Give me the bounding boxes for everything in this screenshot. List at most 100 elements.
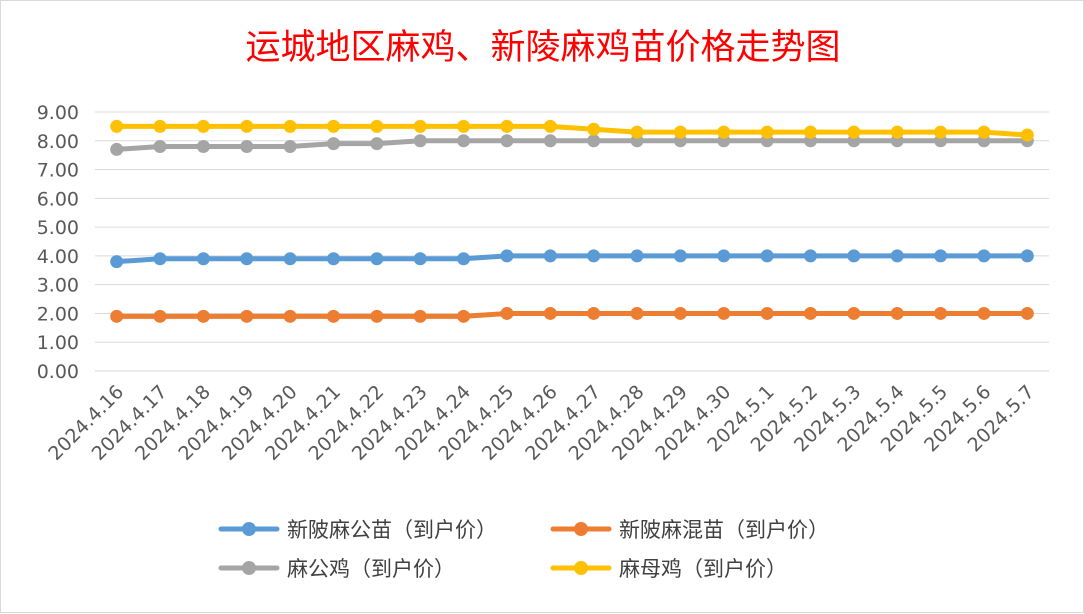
data-point xyxy=(153,252,167,266)
y-tick-label: 6.00 xyxy=(37,188,79,210)
data-point xyxy=(543,249,557,263)
series-0 xyxy=(110,249,1034,269)
data-point xyxy=(500,119,514,133)
data-point xyxy=(413,119,427,133)
data-point xyxy=(196,140,210,154)
data-point xyxy=(327,252,340,266)
data-point xyxy=(934,249,948,263)
data-point xyxy=(587,134,601,148)
data-point xyxy=(457,119,471,133)
data-point xyxy=(457,134,471,148)
data-point xyxy=(283,252,297,266)
y-tick-label: 3.00 xyxy=(37,275,79,297)
data-point xyxy=(196,119,210,133)
data-point xyxy=(847,249,861,263)
legend-marker xyxy=(242,522,256,536)
data-point xyxy=(804,249,817,263)
data-point xyxy=(587,122,601,136)
series-line xyxy=(114,123,1030,138)
data-point xyxy=(717,306,731,320)
data-point xyxy=(240,119,254,133)
data-point xyxy=(283,119,297,133)
data-point xyxy=(110,255,124,269)
data-point xyxy=(587,249,601,263)
data-point xyxy=(977,306,991,320)
data-point xyxy=(760,306,774,320)
data-point xyxy=(760,249,774,263)
data-point xyxy=(673,306,687,320)
data-point xyxy=(890,125,904,139)
data-point xyxy=(327,309,340,323)
data-point xyxy=(1020,128,1034,142)
y-tick-label: 1.00 xyxy=(37,332,79,354)
data-point xyxy=(370,309,384,323)
data-point xyxy=(717,125,731,139)
y-tick-label: 7.00 xyxy=(37,160,79,182)
data-point xyxy=(413,134,427,148)
data-point xyxy=(543,119,557,133)
data-point xyxy=(934,125,948,139)
data-point xyxy=(370,252,384,266)
chart-title: 运城地区麻鸡、新陵麻鸡苗价格走势图 xyxy=(245,28,840,68)
legend-label: 新陂麻混苗（到户价） xyxy=(619,518,829,542)
legend-item: 新陂麻公苗（到户价） xyxy=(218,518,497,542)
legend-marker xyxy=(574,522,588,536)
gridlines xyxy=(95,111,1049,372)
data-point xyxy=(457,309,471,323)
y-tick-label: 2.00 xyxy=(37,303,79,325)
y-axis-ticks: 0.00 1.00 2.00 3.00 4.00 5.00 6.00 7.00 8.00 9.00 xyxy=(37,102,79,383)
legend-label: 新陂麻公苗（到户价） xyxy=(287,518,497,542)
data-point xyxy=(240,252,254,266)
data-point xyxy=(630,306,644,320)
legend-label: 麻公鸡（到户价） xyxy=(287,557,455,581)
data-point xyxy=(1020,249,1034,263)
data-point xyxy=(196,252,210,266)
data-point xyxy=(673,125,687,139)
legend: 新陂麻公苗（到户价） 新陂麻混苗（到户价） 麻公鸡（到户价） 麻母鸡（到户价） xyxy=(218,518,829,581)
data-point xyxy=(630,125,644,139)
data-point xyxy=(804,306,817,320)
data-point xyxy=(890,249,904,263)
y-tick-label: 4.00 xyxy=(37,246,79,268)
series-1 xyxy=(110,306,1034,323)
y-tick-label: 5.00 xyxy=(37,217,79,239)
legend-marker xyxy=(574,561,588,575)
data-point xyxy=(457,252,471,266)
data-point xyxy=(153,119,167,133)
y-tick-label: 8.00 xyxy=(37,131,79,153)
data-point xyxy=(934,306,948,320)
data-point xyxy=(240,309,254,323)
data-point xyxy=(500,249,514,263)
data-point xyxy=(500,134,514,148)
data-point xyxy=(370,137,384,151)
legend-item: 麻母鸡（到户价） xyxy=(550,557,787,581)
data-point xyxy=(283,309,297,323)
data-point xyxy=(110,309,124,323)
data-point xyxy=(327,137,340,151)
series-layer xyxy=(110,119,1034,323)
y-tick-label: 0.00 xyxy=(37,361,79,383)
data-point xyxy=(110,119,124,133)
data-point xyxy=(717,249,731,263)
data-point xyxy=(587,306,601,320)
data-point xyxy=(543,306,557,320)
data-point xyxy=(543,134,557,148)
data-point xyxy=(630,249,644,263)
data-point xyxy=(413,309,427,323)
legend-marker xyxy=(242,561,256,575)
data-point xyxy=(847,306,861,320)
series-line xyxy=(114,310,1030,319)
data-point xyxy=(804,125,817,139)
legend-item: 新陂麻混苗（到户价） xyxy=(550,518,829,542)
data-point xyxy=(413,252,427,266)
legend-label: 麻母鸡（到户价） xyxy=(619,557,787,581)
data-point xyxy=(977,125,991,139)
data-point xyxy=(890,306,904,320)
data-point xyxy=(370,119,384,133)
data-point xyxy=(500,306,514,320)
data-point xyxy=(110,142,124,156)
data-point xyxy=(847,125,861,139)
data-point xyxy=(327,119,340,133)
